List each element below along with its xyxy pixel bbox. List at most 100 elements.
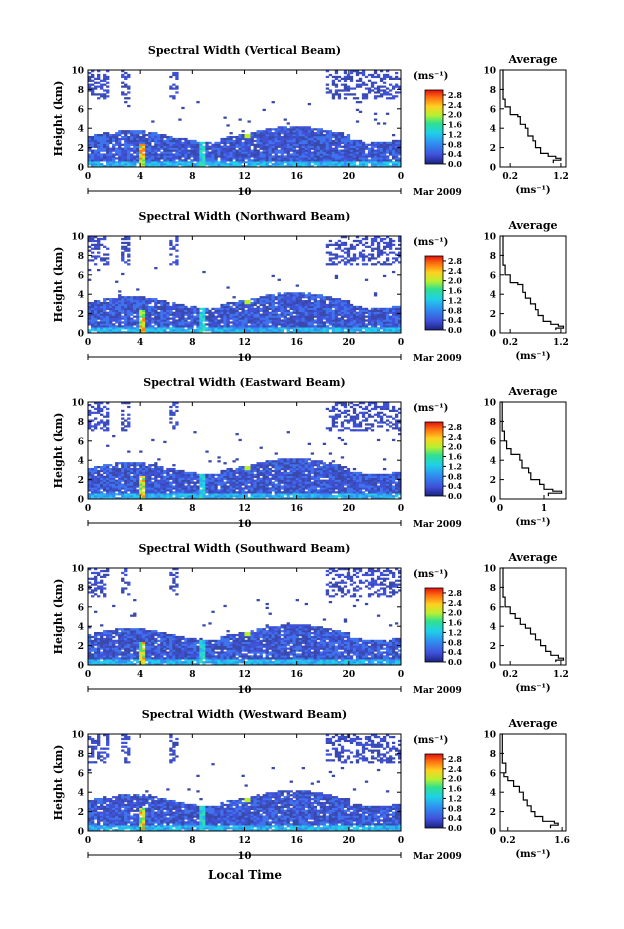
heatmap-cell (232, 149, 236, 152)
heatmap-cell (226, 309, 230, 312)
heatmap-cell (289, 130, 293, 133)
heatmap-cell (142, 491, 146, 494)
heatmap-cell (247, 315, 251, 318)
heatmap-cell (220, 303, 224, 307)
heatmap-cell (286, 163, 290, 166)
heatmap-cell (349, 87, 354, 90)
heatmap-cell (394, 75, 399, 79)
heatmap-cell (391, 309, 396, 312)
heatmap-cell (169, 313, 173, 316)
heatmap-cell (274, 331, 278, 334)
heatmap-cell (361, 70, 366, 73)
heatmap-cell (121, 305, 125, 309)
heatmap-cell (241, 493, 245, 496)
heatmap-cell (361, 151, 366, 154)
heatmap-cell (331, 147, 336, 150)
heatmap-cell (262, 327, 266, 330)
heatmap-cell (97, 303, 101, 307)
heatmap-cell (310, 139, 315, 143)
heatmap-cell (235, 309, 239, 312)
heatmap-cell (133, 149, 137, 152)
heatmap-cell (322, 155, 327, 158)
heatmap-cell (169, 157, 173, 160)
heatmap-cell (163, 311, 167, 314)
heatmap-cell (283, 149, 287, 152)
heatmap-cell (388, 327, 393, 330)
heatmap-cell (145, 134, 149, 137)
heatmap-cell (94, 143, 98, 146)
heatmap-cell (148, 163, 152, 166)
heatmap-cell (229, 481, 233, 484)
heatmap-cell (205, 319, 209, 322)
heatmap-cell (169, 467, 173, 471)
heatmap-cell (187, 477, 191, 480)
heatmap-cell (193, 331, 197, 334)
heatmap-cell (148, 307, 152, 311)
heatmap-cell (259, 130, 263, 133)
heatmap-cell (286, 157, 290, 160)
heatmap-cell (343, 243, 348, 246)
heatmap-cell (250, 321, 254, 324)
heatmap-cell (124, 325, 128, 328)
heatmap-cell (154, 497, 158, 500)
heatmap-cell (178, 471, 182, 475)
heatmap-cell (199, 151, 203, 154)
heatmap-cell (235, 319, 239, 322)
heatmap-cell (169, 95, 173, 98)
heatmap-cell (337, 145, 342, 148)
heatmap-cell (103, 317, 107, 320)
heatmap-cell (238, 466, 242, 469)
heatmap-cell (133, 155, 137, 158)
heatmap-cell (295, 132, 299, 135)
heatmap-cell (94, 481, 98, 484)
heatmap-cell (370, 89, 375, 92)
heatmap-cell (271, 155, 275, 158)
heatmap-cell (385, 263, 390, 266)
heatmap-cell (88, 315, 92, 318)
heatmap-cell (88, 79, 92, 82)
heatmap-cell (382, 165, 387, 168)
heatmap-cell (295, 292, 299, 295)
heatmap-cell (343, 135, 348, 139)
heatmap-cell (133, 485, 137, 488)
heatmap-cell (361, 93, 366, 96)
heatmap-cell (292, 132, 296, 135)
heatmap-cell (310, 315, 315, 318)
heatmap-cell (250, 153, 254, 156)
heatmap-cell (151, 464, 155, 467)
heatmap-cell (247, 481, 251, 484)
heatmap-cell (241, 159, 245, 162)
heatmap-cell (331, 149, 336, 152)
heatmap-cell (259, 497, 263, 500)
heatmap-cell (127, 469, 131, 473)
heatmap-cell (208, 489, 212, 492)
heatmap-cell (193, 475, 197, 478)
heatmap-cell (364, 97, 369, 100)
heatmap-cell (163, 145, 167, 148)
heatmap-cell (94, 247, 98, 250)
heatmap-cell (130, 137, 134, 141)
heatmap-cell (127, 132, 131, 135)
heatmap-cell (112, 491, 116, 494)
heatmap-cell (103, 145, 107, 148)
heatmap-cell (361, 331, 366, 334)
heatmap-cell (376, 241, 381, 245)
heatmap-cell (193, 139, 197, 143)
heatmap-cell (109, 481, 113, 484)
heatmap-cell (361, 253, 366, 256)
heatmap-cell (319, 155, 324, 158)
heatmap-cell (163, 139, 167, 143)
heatmap-cell (112, 495, 116, 498)
heatmap-cell (391, 329, 396, 332)
heatmap-cell (217, 153, 221, 156)
heatmap-cell (325, 331, 330, 334)
heatmap-cell (280, 325, 284, 328)
heatmap-cell (274, 315, 278, 318)
heatmap-cell (343, 85, 348, 88)
heatmap-cell (301, 311, 305, 314)
heatmap-cell (355, 321, 360, 324)
heatmap-cell (226, 325, 230, 328)
heatmap-cell (316, 139, 321, 143)
heatmap-cell (343, 137, 348, 141)
heatmap-cell (268, 157, 272, 160)
